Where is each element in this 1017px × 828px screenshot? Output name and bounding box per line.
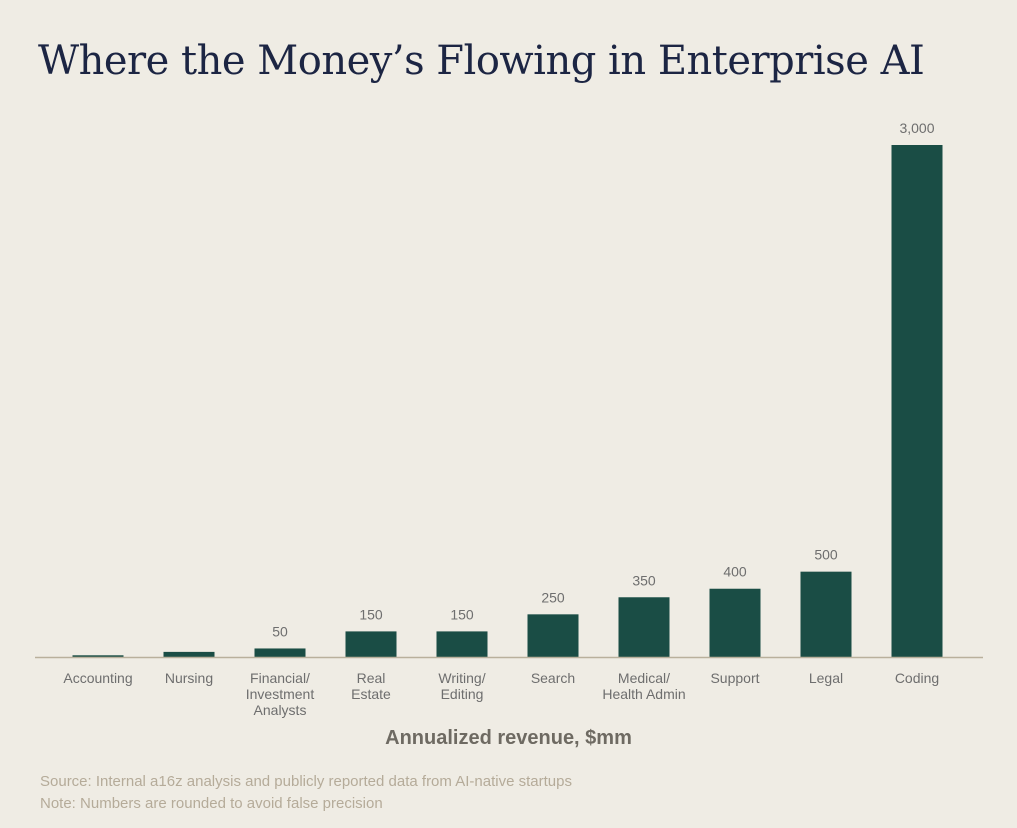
bar <box>254 648 306 657</box>
x-tick-label: Coding <box>895 670 939 686</box>
bar <box>618 597 670 657</box>
bar <box>527 614 579 657</box>
x-tick-label: Search <box>531 670 575 686</box>
bar <box>709 588 761 657</box>
data-label: 250 <box>541 589 565 605</box>
bar <box>163 651 215 657</box>
source-note: Source: Internal a16z analysis and publi… <box>40 773 572 790</box>
data-label: 150 <box>450 606 474 622</box>
x-tick-label: Nursing <box>165 670 213 686</box>
x-axis-label: Annualized revenue, $mm <box>385 727 632 749</box>
x-tick-label: Analysts <box>254 702 307 718</box>
bar <box>72 655 124 657</box>
bar <box>891 145 943 657</box>
data-label: 3,000 <box>899 120 934 136</box>
bar <box>436 631 488 657</box>
data-label: 350 <box>632 572 656 588</box>
data-label: 500 <box>814 547 838 563</box>
x-tick-label: Editing <box>441 686 484 702</box>
x-tick-label: Support <box>710 670 759 686</box>
x-tick-label: Accounting <box>63 670 132 686</box>
x-tick-label: Investment <box>246 686 315 702</box>
x-tick-label: Real <box>357 670 386 686</box>
x-tick-label: Writing/ <box>438 670 485 686</box>
x-tick-label: Health Admin <box>602 686 685 702</box>
data-label: 50 <box>272 623 288 639</box>
x-tick-label: Estate <box>351 686 391 702</box>
x-tick-label: Financial/ <box>250 670 310 686</box>
x-tick-label: Medical/ <box>618 670 670 686</box>
bar <box>345 631 397 657</box>
bar <box>800 571 852 657</box>
chart-title: Where the Money’s Flowing in Enterprise … <box>38 38 925 84</box>
data-label: 400 <box>723 564 747 580</box>
data-label: 150 <box>359 606 383 622</box>
precision-note: Note: Numbers are rounded to avoid false… <box>40 795 383 812</box>
x-tick-label: Legal <box>809 670 843 686</box>
